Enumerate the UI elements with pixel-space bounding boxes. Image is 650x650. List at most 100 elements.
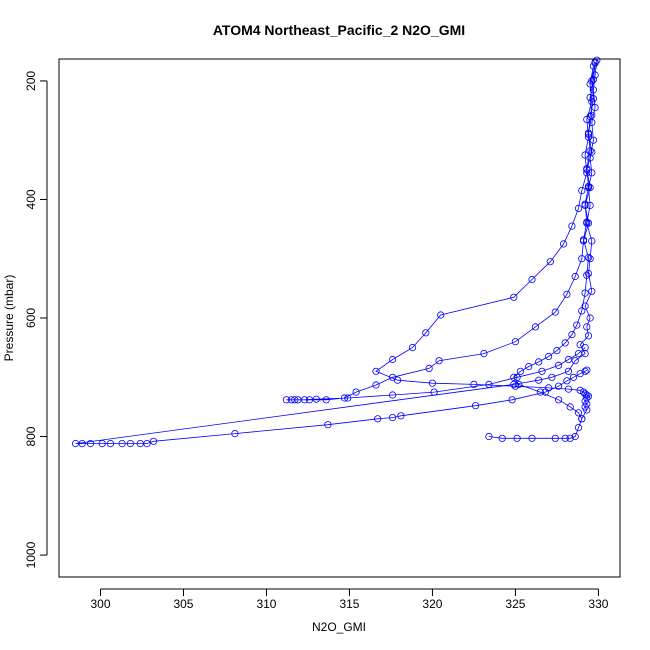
data-point bbox=[535, 376, 543, 384]
data-point bbox=[563, 377, 571, 385]
data-point bbox=[428, 379, 436, 387]
data-point bbox=[513, 434, 521, 442]
x-tick-label: 320 bbox=[422, 597, 442, 611]
data-point bbox=[470, 380, 478, 388]
data-point bbox=[586, 147, 594, 155]
data-point bbox=[480, 349, 488, 358]
data-point bbox=[408, 343, 417, 352]
x-tick-label: 300 bbox=[90, 597, 110, 611]
data-point bbox=[554, 396, 563, 404]
data-point bbox=[150, 437, 158, 445]
data-point bbox=[583, 323, 591, 331]
data-point bbox=[528, 434, 536, 442]
data-point bbox=[581, 367, 589, 375]
data-point bbox=[551, 308, 559, 316]
data-point bbox=[544, 352, 553, 361]
data-point bbox=[588, 111, 596, 119]
data-point bbox=[564, 355, 573, 364]
data-point bbox=[510, 373, 518, 381]
data-point bbox=[588, 287, 596, 295]
data-point bbox=[78, 439, 86, 448]
x-tick-label: 305 bbox=[173, 597, 193, 611]
data-point bbox=[98, 439, 106, 448]
data-point bbox=[510, 293, 518, 301]
series-4 bbox=[510, 58, 599, 423]
data-point bbox=[588, 98, 596, 106]
plot-series bbox=[72, 56, 601, 448]
data-point bbox=[583, 115, 591, 124]
data-point bbox=[485, 432, 493, 441]
data-point bbox=[388, 391, 397, 399]
data-point bbox=[312, 395, 320, 403]
data-point bbox=[544, 384, 553, 392]
data-point bbox=[430, 388, 438, 396]
data-point bbox=[589, 62, 598, 70]
data-point bbox=[551, 434, 559, 442]
data-point bbox=[388, 413, 397, 422]
data-point bbox=[435, 357, 443, 365]
x-tick-label: 330 bbox=[588, 597, 608, 611]
data-point bbox=[564, 367, 573, 375]
data-point bbox=[566, 434, 574, 442]
data-point bbox=[300, 396, 309, 404]
data-point bbox=[372, 381, 380, 389]
y-tick-label: 400 bbox=[24, 189, 38, 209]
data-point bbox=[581, 343, 589, 352]
y-tick-label: 800 bbox=[24, 426, 38, 446]
data-point bbox=[588, 237, 596, 245]
data-point bbox=[574, 204, 583, 212]
data-point bbox=[511, 338, 520, 346]
data-point bbox=[126, 439, 134, 448]
data-point bbox=[515, 380, 523, 388]
data-point bbox=[425, 364, 433, 372]
series-line bbox=[375, 66, 594, 439]
data-point bbox=[586, 184, 594, 192]
series-1 bbox=[72, 56, 601, 448]
data-point bbox=[583, 406, 591, 414]
data-point bbox=[282, 396, 290, 404]
data-point bbox=[548, 373, 556, 381]
data-point bbox=[571, 432, 579, 441]
y-axis-label: Pressure (mbar) bbox=[2, 275, 16, 362]
data-point bbox=[573, 321, 581, 329]
data-point bbox=[106, 439, 115, 448]
data-point bbox=[588, 148, 596, 156]
data-point bbox=[511, 382, 520, 390]
data-point bbox=[571, 357, 579, 365]
data-point bbox=[559, 240, 568, 248]
data-point bbox=[583, 366, 591, 374]
data-point bbox=[118, 439, 126, 448]
data-point bbox=[372, 367, 380, 375]
y-tick-label: 600 bbox=[24, 308, 38, 328]
data-point bbox=[554, 361, 563, 369]
data-point bbox=[564, 385, 573, 393]
series-2 bbox=[282, 59, 599, 404]
data-point bbox=[561, 339, 569, 347]
chart-title: ATOM4 Northeast_Pacific_2 N2O_GMI bbox=[213, 22, 465, 38]
data-point bbox=[584, 129, 593, 137]
data-point bbox=[536, 388, 544, 396]
data-point bbox=[561, 434, 569, 442]
series-line bbox=[286, 63, 596, 401]
y-tick-label: 1000 bbox=[24, 541, 38, 568]
data-point bbox=[574, 349, 583, 358]
data-point bbox=[578, 415, 586, 423]
data-point bbox=[352, 388, 360, 396]
data-point bbox=[584, 269, 593, 278]
data-point bbox=[586, 93, 594, 102]
y-tick-label: 200 bbox=[24, 71, 38, 91]
y-axis: 200 400 600 800 1000 bbox=[24, 71, 48, 568]
data-point bbox=[586, 201, 594, 209]
data-point bbox=[584, 332, 593, 340]
data-point bbox=[510, 380, 518, 388]
data-point bbox=[516, 367, 525, 375]
data-point bbox=[324, 421, 332, 429]
data-point bbox=[584, 182, 593, 190]
data-point bbox=[571, 272, 579, 281]
data-point bbox=[563, 290, 571, 298]
data-point bbox=[584, 219, 593, 227]
data-point bbox=[531, 323, 540, 331]
x-axis: 300 305 310 315 320 325 330 bbox=[90, 588, 609, 611]
data-point bbox=[546, 258, 554, 266]
